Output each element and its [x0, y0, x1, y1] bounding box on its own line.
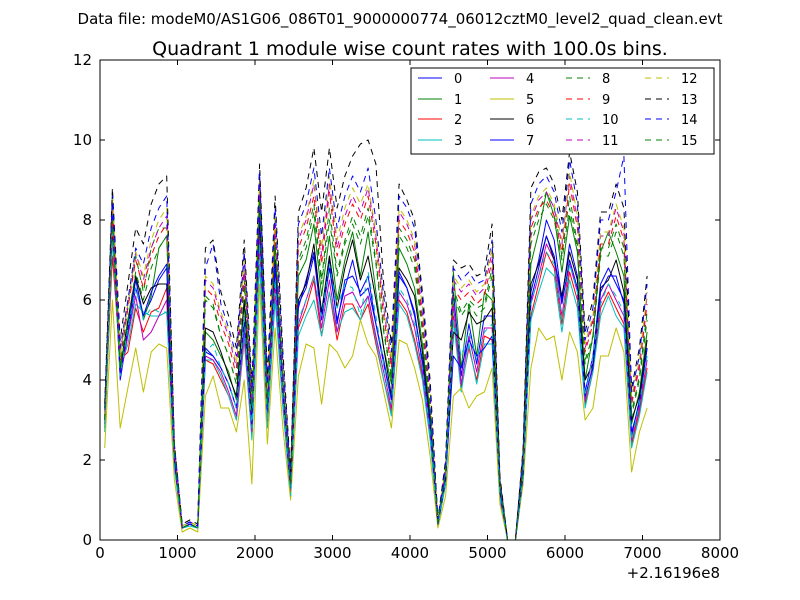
x-offset-label: +2.16196e8: [627, 564, 720, 582]
series-line-15: [104, 199, 648, 541]
x-tick-label: 6000: [546, 544, 584, 562]
series-line-12: [104, 171, 648, 541]
tick-layer: 0 1000 2000 3000 4000 5000 6000 7000 80000246810…: [73, 51, 739, 562]
x-tick-label: 2000: [236, 544, 274, 562]
x-tick-label: 3000: [313, 544, 351, 562]
legend-label-12: 12: [681, 72, 698, 87]
legend-label-1: 1: [454, 93, 462, 108]
legend-label-0: 0: [454, 72, 462, 87]
legend-label-7: 7: [526, 134, 534, 149]
legend-label-13: 13: [681, 93, 698, 108]
x-tick-label: 7000: [623, 544, 661, 562]
y-tick-label: 12: [73, 51, 92, 69]
legend-label-11: 11: [602, 134, 619, 149]
legend-label-6: 6: [526, 113, 534, 128]
x-tick-label: 4000: [391, 544, 429, 562]
x-tick-label: 8000: [701, 544, 739, 562]
legend-label-4: 4: [526, 72, 534, 87]
series-line-14: [104, 155, 648, 541]
x-tick-label: 0: [95, 544, 105, 562]
data-file-subtitle: Data file: modeM0/AS1G06_086T01_90000007…: [78, 10, 723, 29]
legend-label-5: 5: [526, 93, 534, 108]
x-tick-label: 5000: [468, 544, 506, 562]
legend-label-14: 14: [681, 113, 698, 128]
y-tick-label: 0: [82, 531, 92, 549]
series-line-10: [104, 227, 648, 541]
series-line-5: [104, 283, 648, 541]
legend-label-8: 8: [602, 72, 610, 87]
x-tick-label: 1000: [158, 544, 196, 562]
y-tick-label: 8: [82, 211, 92, 229]
legend-label-3: 3: [454, 134, 462, 149]
legend-label-2: 2: [454, 113, 462, 128]
legend-label-10: 10: [602, 113, 619, 128]
chart-title: Quadrant 1 module wise count rates with …: [152, 38, 668, 60]
legend-label-9: 9: [602, 93, 610, 108]
legend-label-15: 15: [681, 134, 698, 149]
legend-box: [410, 67, 715, 155]
series-layer: [104, 139, 648, 541]
y-tick-label: 4: [82, 371, 92, 389]
y-tick-label: 6: [82, 291, 92, 309]
y-tick-label: 2: [82, 451, 92, 469]
series-line-13: [104, 139, 648, 541]
y-tick-label: 10: [73, 131, 92, 149]
series-line-8: [104, 179, 648, 541]
